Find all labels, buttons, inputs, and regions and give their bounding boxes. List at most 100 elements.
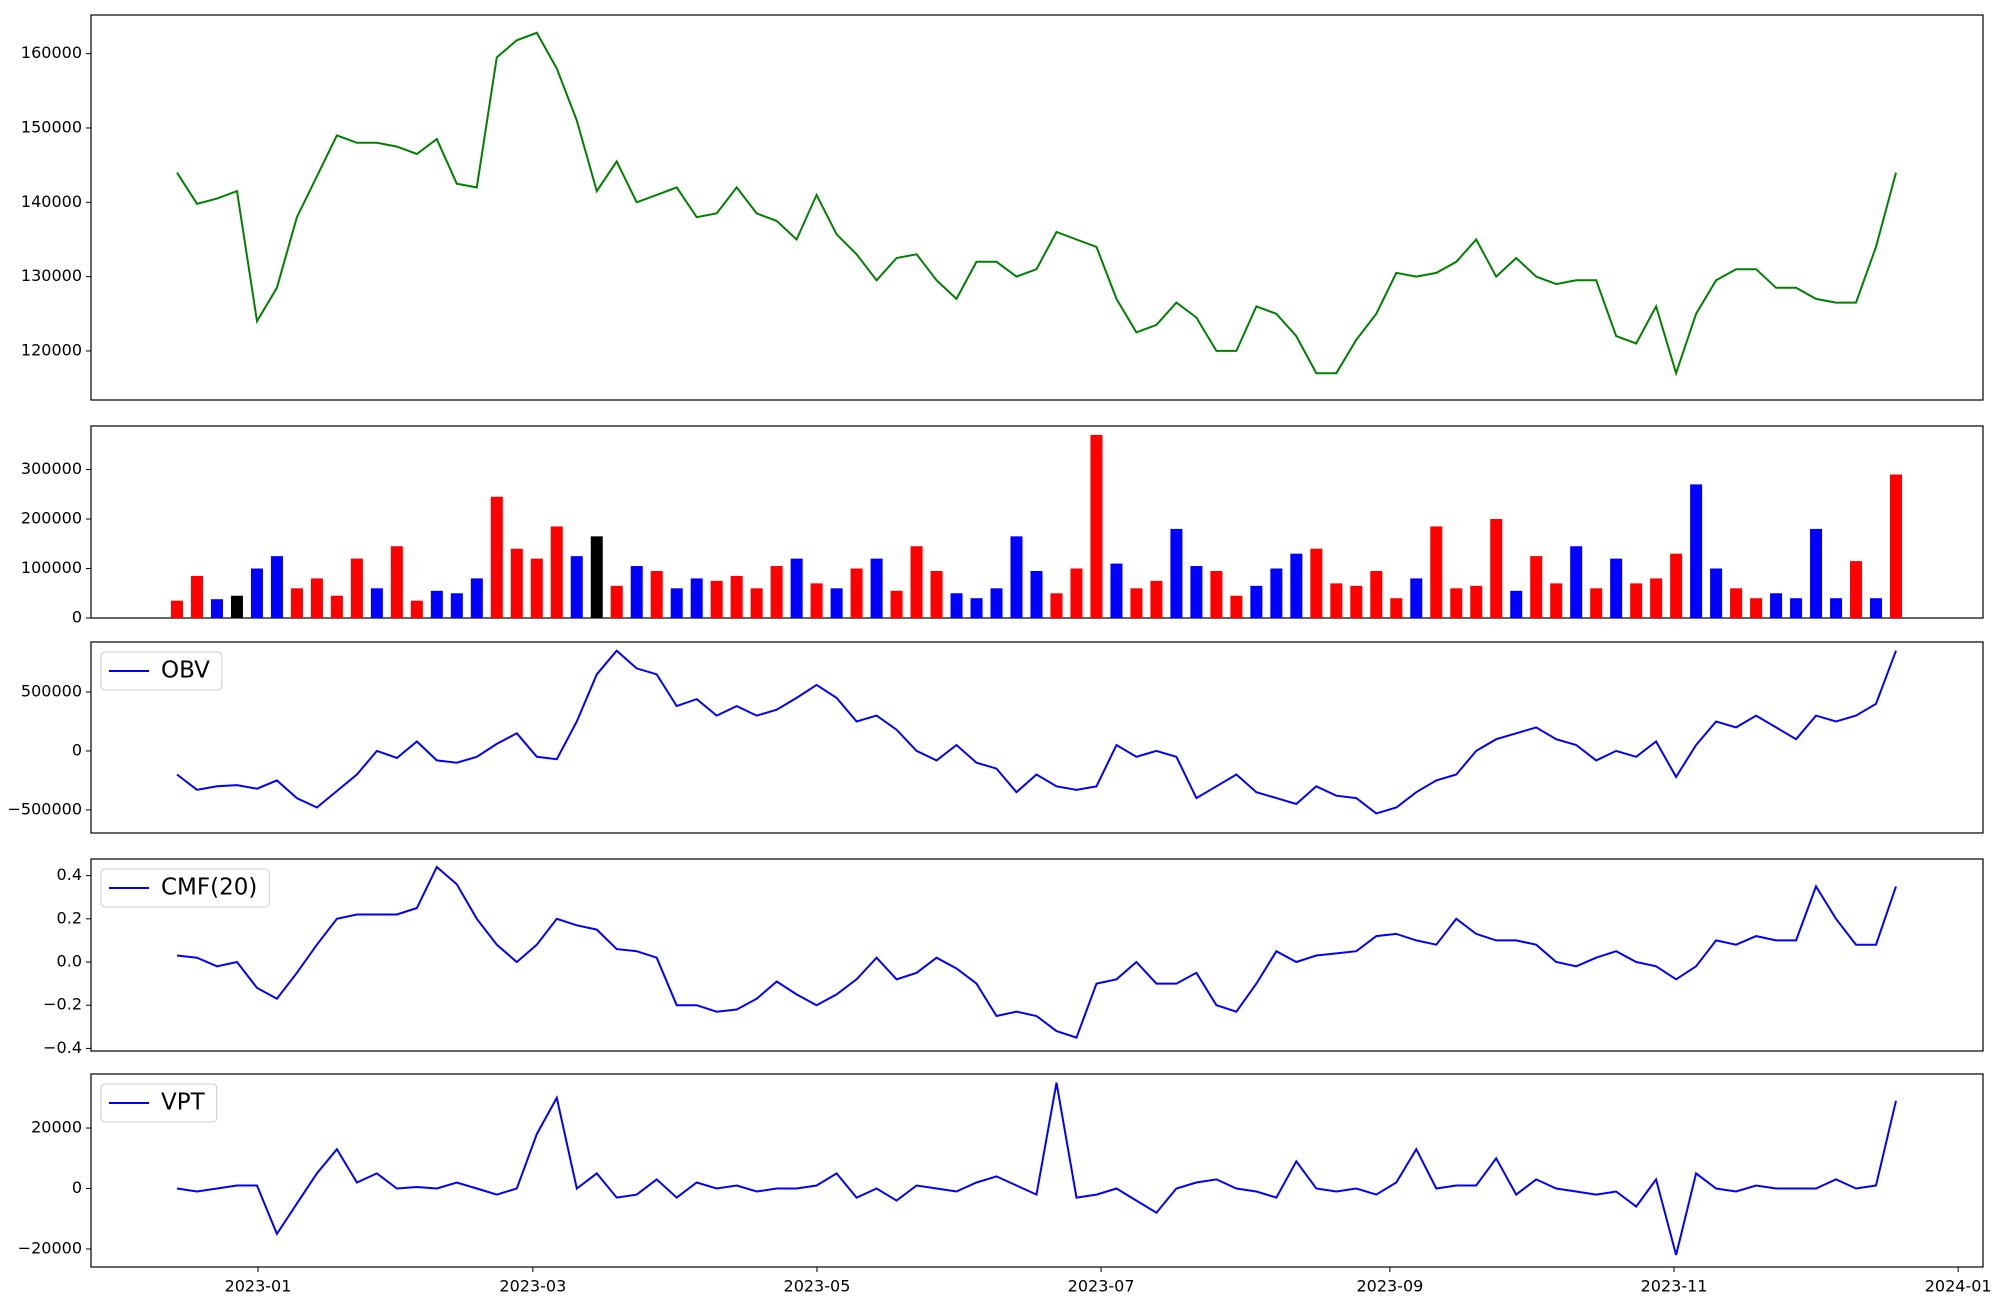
volume-bar [1870,598,1883,618]
legend-box [100,651,223,691]
volume-bar [990,588,1003,618]
y-tick-label: 20000 [31,1118,82,1137]
volume-bar [890,590,903,618]
volume-bar [1270,568,1283,618]
volume-bar [250,568,263,618]
volume-bar [1810,528,1823,618]
volume-bar [210,599,223,618]
volume-bar [1130,588,1143,618]
volume-bar [1390,598,1403,618]
volume-bar [171,600,183,618]
y-tick-label: 160000 [21,43,82,62]
volume-bar [330,595,343,618]
legend-box [100,868,270,908]
volume-bar [750,588,763,618]
volume-bar [390,546,403,618]
volume-bar [350,558,363,618]
volume-bar [1210,570,1223,618]
y-tick-label: 500000 [21,681,82,700]
volume-bar [1250,585,1263,618]
volume-bar [830,588,843,618]
volume-bar [670,588,683,618]
volume-bar [1770,593,1783,618]
x-tick-label: 2023-03 [499,1277,566,1296]
volume-bar [1050,593,1063,618]
volume-bar [1750,598,1763,618]
x-tick-label: 2023-07 [1068,1277,1135,1296]
volume-bar [1610,558,1623,618]
volume-bar [1710,568,1723,618]
legend-label: CMF(20) [161,875,257,901]
volume-bar [770,566,783,618]
volume-bar [1410,578,1423,618]
volume-bar [430,590,443,618]
y-tick-label: 200000 [21,509,82,528]
volume-bar [910,546,923,618]
x-tick-label: 2023-09 [1356,1277,1423,1296]
volume-bar [1030,570,1043,618]
volume-bar [810,583,823,618]
volume-bar [1490,519,1503,618]
plot-frame [90,858,1984,1052]
volume-bar [930,570,943,618]
line [176,865,1897,1039]
x-tick-label: 2023-05 [784,1277,851,1296]
volume-bar [370,588,383,618]
volume-bar [1170,528,1183,618]
y-tick-label: 120000 [21,340,82,359]
volume-bar [190,575,203,618]
y-tick-label: 0.4 [57,865,82,884]
volume-bar [1310,548,1323,618]
y-tick-label: −0.2 [43,995,82,1014]
volume-bar [1670,553,1683,618]
legend-label: OBV [161,658,210,684]
volume-bar [950,593,963,618]
volume-bar [1470,585,1483,618]
volume-bar [1570,546,1583,618]
y-tick-label: 100000 [21,558,82,577]
x-tick-label: 2023-11 [1641,1277,1708,1296]
volume-bar [610,585,623,618]
volume-bar [790,558,803,618]
volume-bar [310,578,323,618]
volume-bar [1730,588,1743,618]
volume-bar [1590,588,1603,618]
x-tick-label: 2024-01 [1925,1277,1992,1296]
volume-bar [850,568,863,618]
volume-bar [230,595,243,618]
volume-bar [550,526,563,618]
volume-bar [1530,556,1543,618]
volume-bar [1290,553,1303,618]
volume-bar [570,556,583,618]
y-tick-label: 150000 [21,117,82,136]
volume-bar [730,575,743,618]
volume-bar [290,588,303,618]
volume-bar [1630,583,1643,618]
volume-bar [1430,526,1443,618]
y-tick-label: 130000 [21,266,82,285]
line [176,1082,1897,1256]
y-tick-label: −20000 [18,1238,82,1257]
volume-bar [1190,566,1203,618]
volume-bar [1890,474,1902,618]
volume-bar [1850,561,1863,618]
volume-bar [1090,434,1103,618]
volume-bar [470,578,483,618]
volume-bar [1350,585,1363,618]
volume-bar [270,556,283,618]
y-tick-label: 0 [72,608,82,627]
volume-bar [650,570,663,618]
volume-bar [1650,578,1663,618]
volume-bar [1690,484,1703,618]
volume-bar [1370,570,1383,618]
y-tick-label: −0.4 [43,1038,82,1057]
y-tick-label: 300000 [21,459,82,478]
volume-bar [1010,536,1023,618]
volume-bar [590,536,603,618]
x-tick-label: 2023-01 [225,1277,292,1296]
volume-bar [1070,568,1083,618]
y-tick-label: 140000 [21,192,82,211]
line [176,31,1897,377]
legend-label: VPT [161,1090,206,1116]
